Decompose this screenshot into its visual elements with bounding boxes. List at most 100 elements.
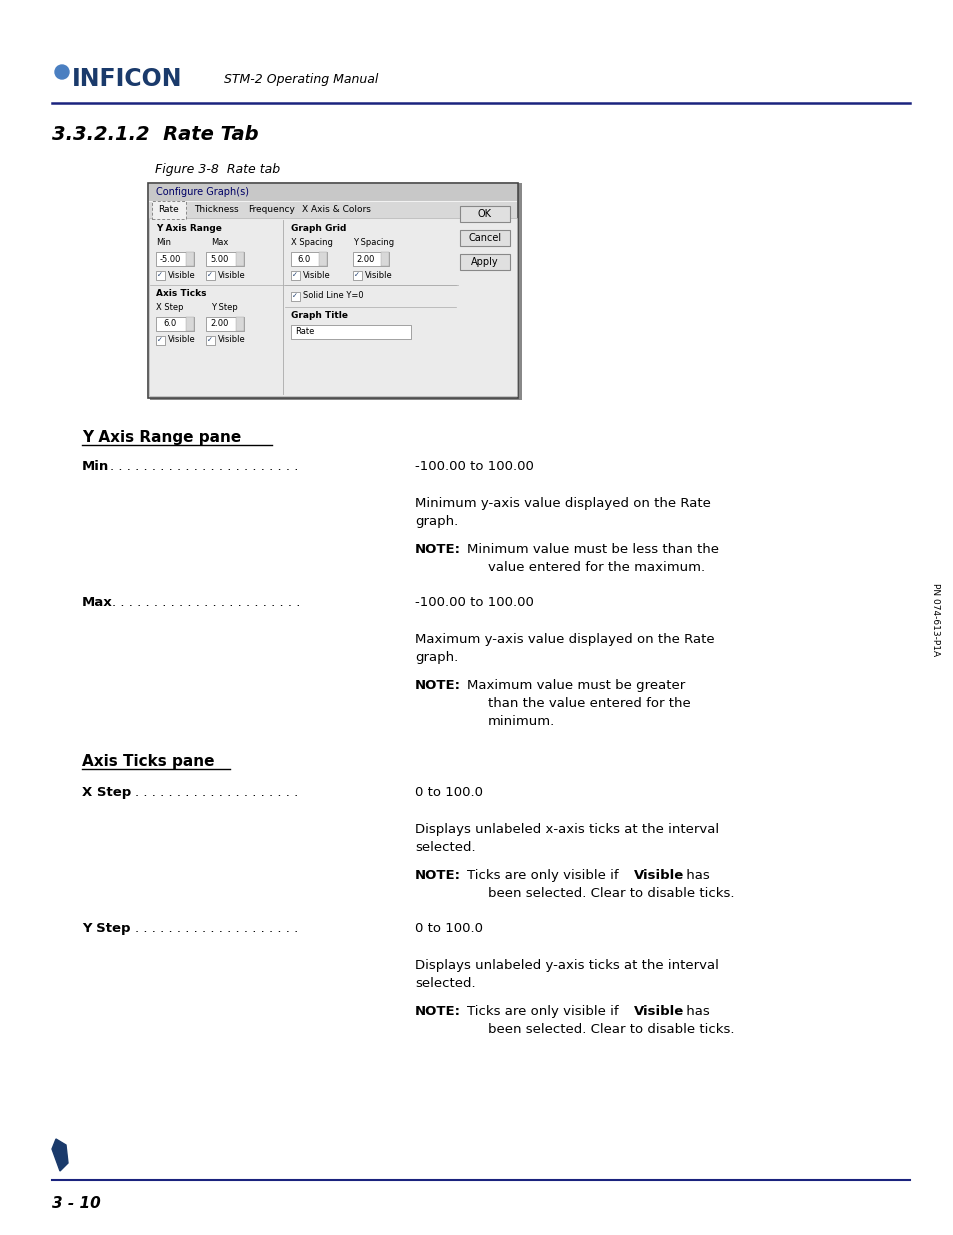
Text: Graph Title: Graph Title bbox=[291, 311, 348, 320]
Text: STM-2 Operating Manual: STM-2 Operating Manual bbox=[224, 73, 378, 85]
Text: ✓: ✓ bbox=[354, 272, 359, 278]
Bar bbox=[152, 201, 186, 219]
Text: ✓: ✓ bbox=[157, 272, 163, 278]
Bar bbox=[206, 252, 244, 266]
Text: than the value entered for the: than the value entered for the bbox=[488, 697, 690, 710]
Text: Visible: Visible bbox=[168, 270, 195, 279]
Polygon shape bbox=[52, 1139, 68, 1171]
Text: Frequency: Frequency bbox=[248, 205, 294, 215]
Bar bbox=[380, 252, 389, 266]
Text: Visible: Visible bbox=[634, 1005, 683, 1018]
Bar bbox=[459, 206, 510, 222]
Text: Maximum value must be greater: Maximum value must be greater bbox=[467, 679, 684, 692]
Text: -100.00 to 100.00: -100.00 to 100.00 bbox=[415, 459, 534, 473]
Bar bbox=[206, 317, 244, 331]
Text: NOTE:: NOTE: bbox=[415, 1005, 460, 1018]
Text: Visible: Visible bbox=[634, 869, 683, 882]
Text: been selected. Clear to disable ticks.: been selected. Clear to disable ticks. bbox=[488, 887, 734, 900]
Text: X Step: X Step bbox=[82, 785, 132, 799]
Text: . . . . . . . . . . . . . . . . . . . .: . . . . . . . . . . . . . . . . . . . . bbox=[135, 923, 298, 935]
Text: Minimum y-axis value displayed on the Rate: Minimum y-axis value displayed on the Ra… bbox=[415, 496, 710, 510]
Text: Minimum value must be less than the: Minimum value must be less than the bbox=[467, 543, 719, 556]
Bar bbox=[235, 252, 244, 266]
Text: ✓: ✓ bbox=[207, 337, 213, 343]
Text: Displays unlabeled y-axis ticks at the interval: Displays unlabeled y-axis ticks at the i… bbox=[415, 960, 719, 972]
Text: PN 074-613-P1A: PN 074-613-P1A bbox=[930, 583, 940, 657]
Text: 6.0: 6.0 bbox=[297, 254, 311, 263]
Text: INFICON: INFICON bbox=[71, 67, 182, 91]
Text: has: has bbox=[681, 1005, 709, 1018]
Bar bbox=[459, 230, 510, 246]
Text: X Step: X Step bbox=[156, 303, 183, 312]
Bar bbox=[459, 254, 510, 270]
Text: Configure Graph(s): Configure Graph(s) bbox=[156, 186, 249, 198]
Text: graph.: graph. bbox=[415, 515, 457, 529]
Bar bbox=[353, 252, 389, 266]
Bar bbox=[149, 203, 517, 219]
Bar bbox=[318, 252, 327, 266]
Text: NOTE:: NOTE: bbox=[415, 679, 460, 692]
Text: . . . . . . . . . . . . . . . . . . . . . . .: . . . . . . . . . . . . . . . . . . . . … bbox=[110, 459, 298, 473]
Bar bbox=[156, 336, 165, 345]
Text: Rate: Rate bbox=[158, 205, 179, 215]
Text: NOTE:: NOTE: bbox=[415, 543, 460, 556]
Bar bbox=[353, 270, 361, 280]
Bar bbox=[149, 184, 517, 201]
Text: Y Axis Range pane: Y Axis Range pane bbox=[82, 430, 241, 445]
Circle shape bbox=[55, 65, 69, 79]
Text: Y Spacing: Y Spacing bbox=[353, 238, 394, 247]
Bar bbox=[235, 317, 244, 331]
Bar bbox=[150, 183, 521, 400]
Text: minimum.: minimum. bbox=[488, 715, 555, 727]
Text: ✓: ✓ bbox=[157, 337, 163, 343]
Text: ✓: ✓ bbox=[292, 272, 297, 278]
Text: Max: Max bbox=[82, 597, 112, 609]
Text: Visible: Visible bbox=[218, 336, 246, 345]
Text: selected.: selected. bbox=[415, 977, 476, 990]
Bar bbox=[156, 252, 193, 266]
Text: -5.00: -5.00 bbox=[159, 254, 180, 263]
Bar bbox=[291, 252, 327, 266]
Text: Visible: Visible bbox=[218, 270, 246, 279]
Text: . . . . . . . . . . . . . . . . . . . . . . .: . . . . . . . . . . . . . . . . . . . . … bbox=[112, 597, 300, 609]
Text: 3.3.2.1.2  Rate Tab: 3.3.2.1.2 Rate Tab bbox=[52, 125, 258, 144]
Text: Apply: Apply bbox=[471, 257, 498, 267]
Text: has: has bbox=[681, 869, 709, 882]
Bar bbox=[186, 317, 193, 331]
Text: Visible: Visible bbox=[365, 270, 393, 279]
Text: ✓: ✓ bbox=[292, 293, 297, 299]
Text: 0 to 100.0: 0 to 100.0 bbox=[415, 785, 482, 799]
Text: graph.: graph. bbox=[415, 651, 457, 664]
Bar bbox=[206, 270, 214, 280]
Bar bbox=[156, 317, 193, 331]
Text: Visible: Visible bbox=[168, 336, 195, 345]
Text: Y Step: Y Step bbox=[82, 923, 131, 935]
Text: Y Step: Y Step bbox=[211, 303, 237, 312]
Text: OK: OK bbox=[477, 209, 492, 219]
Text: X Spacing: X Spacing bbox=[291, 238, 333, 247]
Text: value entered for the maximum.: value entered for the maximum. bbox=[488, 561, 704, 574]
Text: Figure 3-8  Rate tab: Figure 3-8 Rate tab bbox=[154, 163, 280, 177]
Bar bbox=[149, 219, 517, 396]
Text: 2.00: 2.00 bbox=[356, 254, 375, 263]
Text: Solid Line Y=0: Solid Line Y=0 bbox=[303, 291, 363, 300]
Text: Ticks are only visible if: Ticks are only visible if bbox=[467, 1005, 622, 1018]
Bar bbox=[291, 291, 299, 301]
Text: NOTE:: NOTE: bbox=[415, 869, 460, 882]
Text: Cancel: Cancel bbox=[468, 233, 501, 243]
Text: selected.: selected. bbox=[415, 841, 476, 853]
Text: Axis Ticks: Axis Ticks bbox=[156, 289, 206, 298]
Bar bbox=[156, 270, 165, 280]
Text: ✓: ✓ bbox=[207, 272, 213, 278]
Text: . . . . . . . . . . . . . . . . . . . .: . . . . . . . . . . . . . . . . . . . . bbox=[135, 785, 298, 799]
Text: Graph Grid: Graph Grid bbox=[291, 224, 346, 233]
Bar bbox=[186, 252, 193, 266]
Text: Visible: Visible bbox=[303, 270, 331, 279]
Text: Rate: Rate bbox=[294, 327, 314, 336]
Text: Min: Min bbox=[82, 459, 110, 473]
Text: 5.00: 5.00 bbox=[211, 254, 229, 263]
Text: Ticks are only visible if: Ticks are only visible if bbox=[467, 869, 622, 882]
Text: been selected. Clear to disable ticks.: been selected. Clear to disable ticks. bbox=[488, 1023, 734, 1036]
Text: 2.00: 2.00 bbox=[211, 320, 229, 329]
Bar bbox=[206, 336, 214, 345]
